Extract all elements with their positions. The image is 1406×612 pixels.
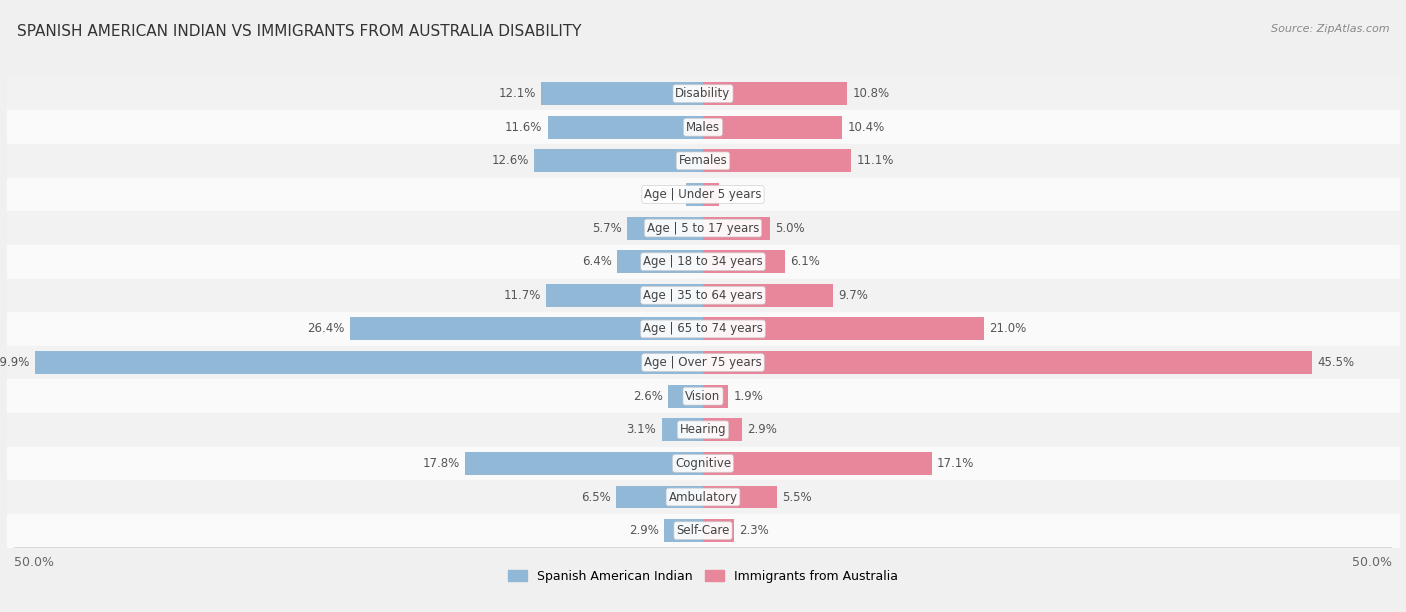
Text: Ambulatory: Ambulatory bbox=[668, 490, 738, 504]
Bar bbox=[534, 149, 703, 172]
Text: 5.7%: 5.7% bbox=[592, 222, 621, 234]
Text: Males: Males bbox=[686, 121, 720, 134]
Bar bbox=[703, 351, 1312, 374]
Text: Age | 5 to 17 years: Age | 5 to 17 years bbox=[647, 222, 759, 234]
Text: 2.6%: 2.6% bbox=[633, 390, 662, 403]
Text: 12.1%: 12.1% bbox=[498, 87, 536, 100]
Text: Age | 35 to 64 years: Age | 35 to 64 years bbox=[643, 289, 763, 302]
Bar bbox=[703, 318, 984, 340]
Text: 6.5%: 6.5% bbox=[581, 490, 610, 504]
Text: 5.5%: 5.5% bbox=[782, 490, 811, 504]
Bar bbox=[703, 116, 842, 139]
Text: Cognitive: Cognitive bbox=[675, 457, 731, 470]
Bar bbox=[703, 419, 742, 441]
Text: 11.6%: 11.6% bbox=[505, 121, 543, 134]
Bar bbox=[627, 217, 703, 239]
Text: 49.9%: 49.9% bbox=[0, 356, 30, 369]
Bar bbox=[617, 250, 703, 273]
Text: SPANISH AMERICAN INDIAN VS IMMIGRANTS FROM AUSTRALIA DISABILITY: SPANISH AMERICAN INDIAN VS IMMIGRANTS FR… bbox=[17, 24, 581, 40]
Bar bbox=[703, 485, 776, 509]
Bar bbox=[7, 379, 1399, 413]
Text: Age | 18 to 34 years: Age | 18 to 34 years bbox=[643, 255, 763, 268]
Text: 1.9%: 1.9% bbox=[734, 390, 763, 403]
Text: 2.3%: 2.3% bbox=[740, 524, 769, 537]
Bar bbox=[7, 413, 1399, 447]
Bar bbox=[7, 245, 1399, 278]
Text: 21.0%: 21.0% bbox=[990, 323, 1026, 335]
Text: Age | 65 to 74 years: Age | 65 to 74 years bbox=[643, 323, 763, 335]
Text: 2.9%: 2.9% bbox=[628, 524, 659, 537]
Bar bbox=[703, 385, 728, 408]
Text: 5.0%: 5.0% bbox=[775, 222, 804, 234]
Bar bbox=[703, 149, 852, 172]
Bar bbox=[541, 82, 703, 105]
Bar bbox=[7, 514, 1399, 548]
Legend: Spanish American Indian, Immigrants from Australia: Spanish American Indian, Immigrants from… bbox=[503, 564, 903, 588]
Bar bbox=[703, 82, 848, 105]
Text: 6.1%: 6.1% bbox=[790, 255, 820, 268]
Text: 12.6%: 12.6% bbox=[492, 154, 529, 167]
Text: 26.4%: 26.4% bbox=[307, 323, 344, 335]
Bar bbox=[547, 284, 703, 307]
Text: 45.5%: 45.5% bbox=[1317, 356, 1354, 369]
Text: 2.9%: 2.9% bbox=[747, 424, 778, 436]
Text: Self-Care: Self-Care bbox=[676, 524, 730, 537]
Text: 10.8%: 10.8% bbox=[853, 87, 890, 100]
Text: Disability: Disability bbox=[675, 87, 731, 100]
Text: 17.1%: 17.1% bbox=[938, 457, 974, 470]
Bar bbox=[703, 183, 718, 206]
Bar bbox=[7, 480, 1399, 514]
Text: 11.7%: 11.7% bbox=[503, 289, 541, 302]
Text: 10.4%: 10.4% bbox=[848, 121, 884, 134]
Bar bbox=[7, 177, 1399, 211]
Bar bbox=[616, 485, 703, 509]
Bar bbox=[686, 183, 703, 206]
Text: Hearing: Hearing bbox=[679, 424, 727, 436]
Bar bbox=[35, 351, 703, 374]
Bar bbox=[703, 217, 770, 239]
Text: Age | Under 5 years: Age | Under 5 years bbox=[644, 188, 762, 201]
Bar bbox=[662, 419, 703, 441]
Bar bbox=[703, 284, 832, 307]
Bar bbox=[7, 110, 1399, 144]
Text: 9.7%: 9.7% bbox=[838, 289, 868, 302]
Bar bbox=[7, 76, 1399, 110]
Bar bbox=[465, 452, 703, 475]
Bar bbox=[668, 385, 703, 408]
Text: 3.1%: 3.1% bbox=[627, 424, 657, 436]
Text: 1.3%: 1.3% bbox=[651, 188, 681, 201]
Bar bbox=[703, 519, 734, 542]
Bar bbox=[7, 278, 1399, 312]
Bar bbox=[350, 318, 703, 340]
Bar bbox=[7, 211, 1399, 245]
Text: 1.2%: 1.2% bbox=[724, 188, 754, 201]
Bar bbox=[548, 116, 703, 139]
Bar bbox=[703, 452, 932, 475]
Bar bbox=[703, 250, 785, 273]
Bar bbox=[7, 447, 1399, 480]
Bar bbox=[7, 346, 1399, 379]
Text: Females: Females bbox=[679, 154, 727, 167]
Text: Age | Over 75 years: Age | Over 75 years bbox=[644, 356, 762, 369]
Bar bbox=[7, 144, 1399, 177]
Text: 17.8%: 17.8% bbox=[422, 457, 460, 470]
Text: Source: ZipAtlas.com: Source: ZipAtlas.com bbox=[1271, 24, 1389, 34]
Bar bbox=[7, 312, 1399, 346]
Text: Vision: Vision bbox=[685, 390, 721, 403]
Text: 11.1%: 11.1% bbox=[856, 154, 894, 167]
Text: 6.4%: 6.4% bbox=[582, 255, 612, 268]
Bar bbox=[664, 519, 703, 542]
